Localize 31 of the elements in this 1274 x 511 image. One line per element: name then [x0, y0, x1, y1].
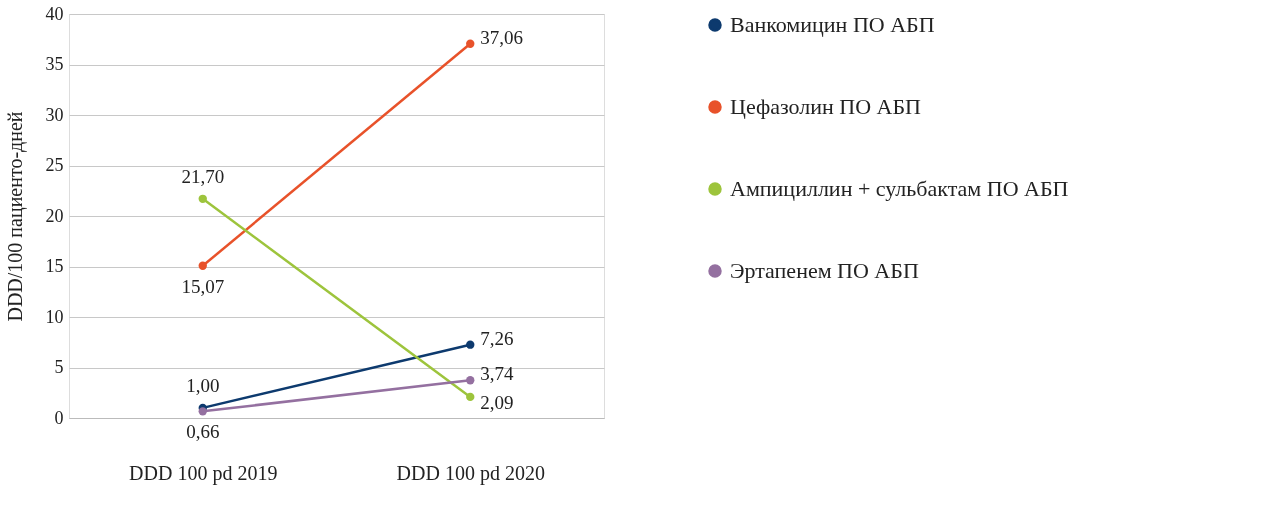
- y-tick-label: 25: [45, 155, 64, 175]
- data-label: 37,06: [480, 26, 523, 48]
- data-label: 21,70: [181, 165, 225, 187]
- y-tick-label: 5: [54, 357, 64, 377]
- point: [198, 407, 207, 416]
- point: [466, 376, 475, 385]
- y-tick-label: 0: [54, 407, 64, 428]
- data-label: 15,07: [181, 275, 225, 297]
- y-tick-label: 35: [45, 54, 64, 74]
- y-axis-title: DDD/100 пациенто-дней: [3, 111, 27, 322]
- point: [466, 392, 475, 402]
- data-label: 2,09: [480, 391, 514, 413]
- legend-label: Ванкомицин ПО АБП: [730, 12, 935, 37]
- y-tick-label: 10: [45, 306, 64, 327]
- y-tick-label: 20: [45, 205, 64, 226]
- data-label: 0,66: [186, 421, 220, 443]
- x-tick-label: DDD 100 pd 2020: [396, 461, 545, 485]
- point: [466, 340, 475, 349]
- data-label: 3,74: [480, 363, 514, 385]
- point: [466, 39, 475, 48]
- legend-label: Цефазолин ПО АБП: [730, 94, 922, 119]
- y-tick-label: 40: [45, 3, 64, 24]
- y-tick-label: 15: [45, 256, 64, 276]
- data-label: 1,00: [186, 374, 220, 396]
- point: [198, 261, 207, 270]
- point: [198, 194, 207, 203]
- legend-label: Ампициллин + сульбактам ПО АБП: [730, 176, 1069, 201]
- y-tick-label: 30: [45, 104, 64, 125]
- x-tick-label: DDD 100 pd 2019: [129, 461, 278, 485]
- data-label: 7,26: [480, 327, 514, 349]
- legend-label: Эртапенем ПО АБП: [730, 258, 919, 283]
